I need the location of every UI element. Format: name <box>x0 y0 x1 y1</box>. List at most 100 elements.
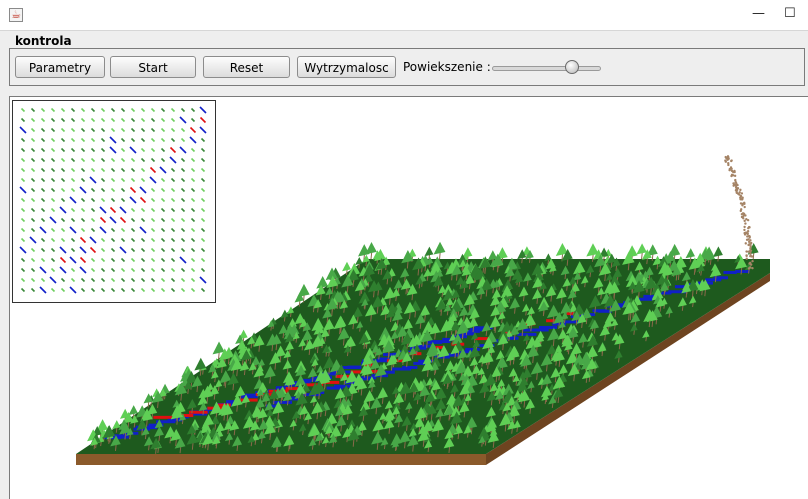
minimap-cell <box>80 157 86 163</box>
tree-crown <box>497 378 505 388</box>
minimap-cell <box>70 187 76 193</box>
tree-crown <box>681 282 692 294</box>
minimap-cell <box>89 176 97 184</box>
minimap-cell <box>120 237 126 243</box>
minimap-cell <box>180 217 186 223</box>
zoom-slider-thumb[interactable] <box>565 60 580 74</box>
tree-crown <box>282 391 293 402</box>
minimap-cell <box>130 257 136 263</box>
burnt-tree <box>538 325 558 329</box>
tree-crown <box>659 281 669 292</box>
tree-crown <box>396 325 408 338</box>
reset-button[interactable]: Reset <box>203 56 290 78</box>
minimap-cell <box>30 227 36 233</box>
minimap-cell <box>160 287 166 293</box>
tree-crown <box>186 432 199 445</box>
tree-crown <box>401 250 414 264</box>
tree-crown <box>408 382 419 394</box>
tree-crown <box>525 249 534 260</box>
tree-crown <box>459 383 470 396</box>
tree-crown <box>318 372 331 385</box>
minimap-cell <box>129 186 137 194</box>
durability-button[interactable]: Wytrzymalosc <box>297 56 396 78</box>
tree-crown <box>382 269 393 281</box>
tree-crown <box>265 408 274 417</box>
smoke-particle <box>743 228 746 232</box>
minimap-cell <box>120 277 126 283</box>
minimap-cell <box>169 146 177 154</box>
tree-crown <box>681 271 691 282</box>
minimap-cell <box>20 137 26 143</box>
tree-crown <box>280 309 289 319</box>
minimap-cell <box>99 226 107 234</box>
minimap-cell <box>70 277 76 283</box>
tree-crown <box>361 363 374 376</box>
tree-crown <box>257 407 268 419</box>
minimap-cell <box>110 267 116 273</box>
minimap-cell <box>30 157 36 163</box>
tree-crown <box>646 244 658 257</box>
tree-crown <box>413 416 425 429</box>
parameters-button[interactable]: Parametry <box>15 56 105 78</box>
minimap-cell <box>120 197 126 203</box>
tree-crown <box>463 424 472 434</box>
minimap-cell <box>150 277 156 283</box>
ground-top <box>76 259 770 454</box>
minimap-cell <box>80 287 86 293</box>
burnt-tree <box>643 294 660 298</box>
minimap-cell <box>140 287 146 293</box>
tree-crown <box>254 397 265 409</box>
tree-crown <box>412 257 424 271</box>
simulation-canvas[interactable] <box>9 96 808 499</box>
minimap-cell <box>110 127 116 133</box>
tree-crown <box>154 419 163 429</box>
tree-crown <box>561 248 573 261</box>
minimap-cell <box>50 167 56 173</box>
tree-crown <box>329 425 342 439</box>
minimap-cell <box>190 107 196 113</box>
tree-crown <box>269 352 281 365</box>
tree-crown <box>432 275 444 287</box>
tree-crown <box>553 349 565 362</box>
minimize-button[interactable]: — <box>752 6 765 21</box>
minimap-cell <box>100 167 106 173</box>
tree-crown <box>316 365 324 374</box>
minimap-cell <box>139 186 147 194</box>
tree-crown <box>630 323 638 332</box>
smoke-particle <box>739 198 742 201</box>
tree-crown <box>413 392 422 401</box>
tree-crown <box>538 301 549 312</box>
minimap-cell <box>100 137 106 143</box>
tree-crown <box>665 306 673 315</box>
start-button[interactable]: Start <box>110 56 196 78</box>
minimap-cell <box>30 147 36 153</box>
tree-crown <box>180 372 189 382</box>
tree-crown <box>253 334 265 347</box>
tree-crown <box>414 406 427 420</box>
minimap-cell <box>160 257 166 263</box>
tree-crown <box>241 394 250 404</box>
minimap-cell <box>109 146 117 154</box>
minimap-cell <box>160 217 166 223</box>
tree-crown <box>521 303 530 313</box>
tree-crown <box>342 404 353 416</box>
minimap-cell <box>169 156 177 164</box>
maximize-button[interactable]: ☐ <box>784 6 796 21</box>
tree-crown <box>390 331 399 340</box>
smoke-particle <box>746 230 750 233</box>
tree-crown <box>451 333 463 345</box>
tree-crown <box>568 303 578 313</box>
minimap-cell <box>170 117 176 123</box>
smoke-particle <box>745 257 748 260</box>
zoom-slider-track[interactable] <box>492 66 601 71</box>
tree-crown <box>688 257 701 270</box>
minimap-cell <box>80 207 86 213</box>
tree-crown <box>335 364 346 376</box>
minimap-cell <box>200 207 206 213</box>
tree-crown <box>450 383 459 394</box>
minimap-cell <box>40 137 46 143</box>
minimap-cell <box>200 157 206 163</box>
minimap-cell <box>190 267 196 273</box>
burnt-tree <box>713 276 729 280</box>
minimap-cell <box>200 257 206 263</box>
